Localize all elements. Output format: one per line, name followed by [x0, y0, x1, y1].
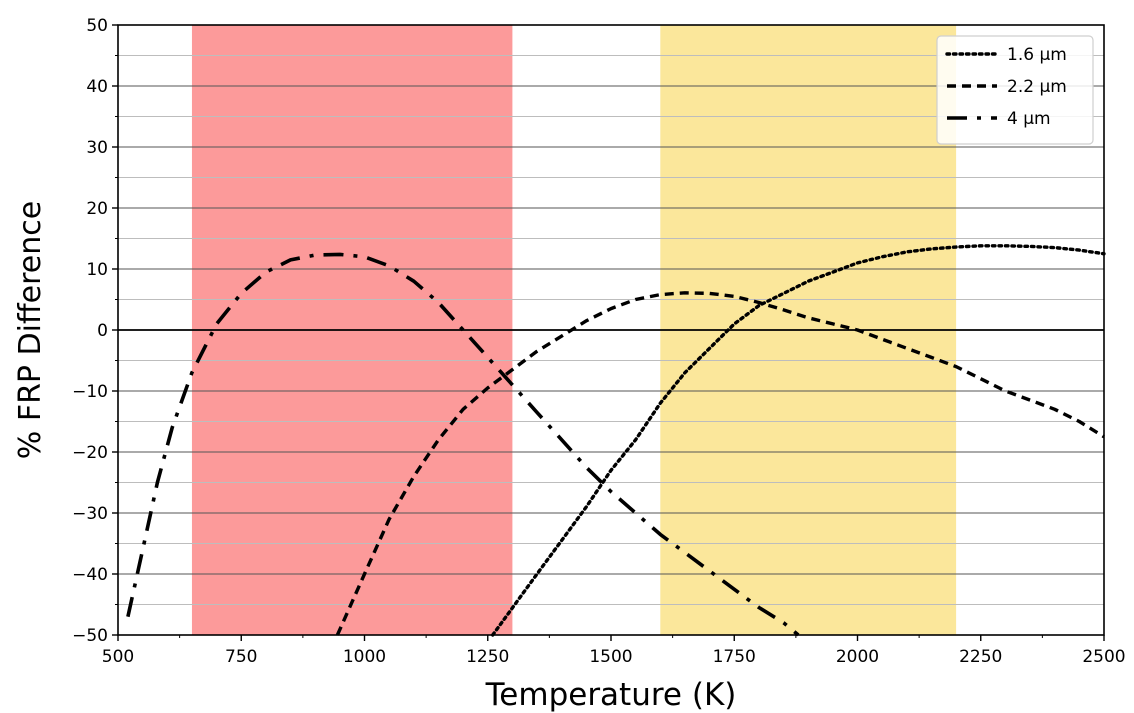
x-tick-label: 2250: [959, 647, 1002, 667]
legend: 1.6 μm 2.2 μm 4 μm: [936, 35, 1094, 145]
series-lines: [126, 244, 1106, 637]
y-axis-ticks: −50 −40 −30 −20 −10 0 10 20 30 40 50: [72, 16, 118, 646]
x-tick-label: 1500: [589, 647, 632, 667]
x-axis-label: Temperature (K): [485, 677, 737, 713]
x-tick-label: 500: [102, 647, 134, 667]
y-tick-label: −10: [72, 382, 108, 402]
y-tick-label: 40: [86, 77, 108, 97]
series-line-3: [126, 252, 800, 637]
legend-label-2: 2.2 μm: [1007, 77, 1067, 97]
y-tick-label: 30: [86, 138, 108, 158]
y-tick-label: 50: [86, 16, 108, 36]
x-tick-label: 1750: [713, 647, 756, 667]
y-tick-label: 20: [86, 199, 108, 219]
series-line-1: [491, 244, 1106, 637]
y-tick-label: 10: [86, 260, 108, 280]
x-tick-label: 2500: [1082, 647, 1125, 667]
y-axis-label: % FRP Difference: [13, 201, 48, 459]
x-tick-label: 1000: [343, 647, 386, 667]
x-tick-label: 2000: [836, 647, 879, 667]
x-tick-label: 750: [225, 647, 257, 667]
legend-box: [936, 35, 1094, 145]
y-tick-label: −40: [72, 565, 108, 585]
x-tick-label: 1250: [466, 647, 509, 667]
y-tick-label: 0: [97, 321, 108, 341]
y-tick-label: −50: [72, 626, 108, 646]
legend-label-3: 4 μm: [1007, 109, 1051, 129]
y-tick-label: −20: [72, 443, 108, 463]
y-tick-label: −30: [72, 504, 108, 524]
legend-label-1: 1.6 μm: [1007, 45, 1067, 65]
x-axis-ticks: 500 750 1000 1250 1500 1750 2000 2250 2500: [102, 635, 1126, 667]
